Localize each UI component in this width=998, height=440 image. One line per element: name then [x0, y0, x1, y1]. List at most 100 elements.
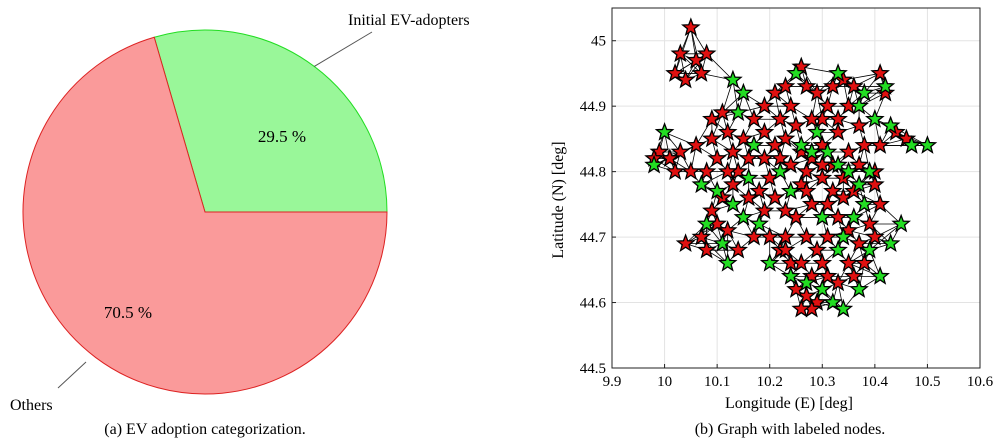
node-adopter: [644, 154, 664, 174]
node-adopter: [854, 82, 875, 102]
x-tick-label: 10.6: [967, 374, 994, 390]
node-adopter: [812, 207, 833, 226]
node-other: [828, 122, 848, 141]
node-other: [828, 108, 848, 128]
node-other: [770, 108, 791, 128]
x-tick-label: 10.4: [862, 374, 889, 390]
node-adopter: [707, 180, 727, 200]
node-other: [807, 239, 827, 259]
node-other: [691, 226, 712, 246]
node-adopter: [759, 252, 780, 272]
pie-pct-label-initial-ev-adopters: 29.5 %: [258, 127, 306, 146]
node-adopter: [812, 279, 833, 298]
node-adopter: [712, 233, 733, 252]
node-other: [749, 180, 770, 200]
node-other: [723, 141, 743, 161]
y-tick-label: 44.9: [580, 99, 606, 115]
pie-category-label-initial-ev-adopters: Initial EV-adopters: [348, 12, 470, 29]
y-tick-label: 44.7: [580, 230, 607, 246]
node-other: [738, 148, 759, 167]
node-adopter: [828, 63, 848, 82]
pie-slice-initial-ev-adopters: [153, 29, 388, 213]
y-tick-label: 44.6: [580, 296, 607, 312]
node-other: [665, 63, 685, 82]
node-other: [775, 128, 796, 148]
node-other: [812, 252, 833, 272]
pie-pct-label-others: 70.5 %: [104, 303, 152, 322]
x-tick-label: 9.9: [603, 374, 622, 390]
pie-callout-line-adopters: [314, 31, 373, 67]
x-tick-label: 10.1: [704, 374, 730, 390]
node-other: [849, 115, 869, 135]
node-adopter: [849, 95, 869, 115]
node-adopter: [833, 226, 854, 246]
node-other: [849, 154, 869, 174]
y-axis-label: Latitude (N) [deg]: [550, 141, 567, 258]
node-other: [738, 187, 759, 207]
node-other: [854, 135, 875, 154]
node-adopter: [733, 207, 754, 226]
node-other: [765, 187, 785, 207]
node-other: [859, 213, 880, 233]
node-adopter: [870, 266, 890, 285]
node-other: [754, 148, 775, 167]
node-other: [791, 252, 812, 272]
node-adopter: [796, 272, 817, 292]
node-other: [765, 135, 785, 154]
node-other: [838, 252, 859, 272]
x-tick-label: 10.5: [914, 374, 940, 390]
node-adopter: [917, 135, 938, 154]
node-adopter: [780, 180, 801, 200]
node-other: [865, 226, 885, 246]
node-other: [780, 154, 801, 174]
node-other: [801, 108, 822, 128]
node-adopter: [865, 108, 885, 128]
node-other: [791, 298, 812, 318]
node-other: [775, 76, 796, 95]
node-adopter: [807, 122, 827, 141]
node-other: [822, 180, 843, 200]
node-other: [817, 194, 838, 213]
node-other: [870, 135, 890, 154]
node-adopter: [901, 135, 922, 154]
x-tick-label: 10.2: [757, 374, 783, 390]
graph-edge: [869, 223, 902, 251]
node-other: [865, 174, 885, 194]
node-adopter: [891, 213, 911, 233]
node-other: [702, 128, 722, 148]
pie-caption: (a) EV adoption categorization.: [104, 421, 305, 438]
node-adopter: [786, 63, 806, 82]
node-adopter: [843, 207, 864, 226]
node-adopter: [849, 174, 869, 194]
node-other: [696, 43, 717, 63]
node-other: [849, 233, 869, 252]
node-other: [812, 154, 833, 174]
node-other: [801, 194, 822, 213]
node-other: [681, 161, 701, 180]
node-adopter: [859, 161, 880, 180]
plot-frame: [611, 7, 981, 369]
pie-category-label-others: Others: [10, 397, 53, 414]
node-adopter: [859, 239, 880, 259]
node-other: [775, 239, 796, 259]
node-other: [817, 226, 838, 246]
node-other: [696, 239, 717, 259]
node-adopter: [838, 161, 859, 180]
pie-callout-line-others: [57, 361, 87, 389]
node-other: [686, 135, 706, 154]
node-adopter: [880, 115, 901, 135]
node-adopter: [738, 167, 759, 187]
node-other: [702, 200, 722, 220]
node-other: [717, 161, 738, 180]
node-adopter: [749, 213, 770, 233]
node-other: [780, 95, 801, 115]
node-other: [744, 226, 764, 246]
node-other: [796, 180, 817, 200]
node-adopter: [833, 298, 854, 318]
node-other: [838, 141, 859, 161]
node-adopter: [728, 102, 749, 122]
x-tick-label: 10.3: [809, 374, 835, 390]
node-other: [854, 252, 875, 272]
node-other: [801, 148, 822, 167]
